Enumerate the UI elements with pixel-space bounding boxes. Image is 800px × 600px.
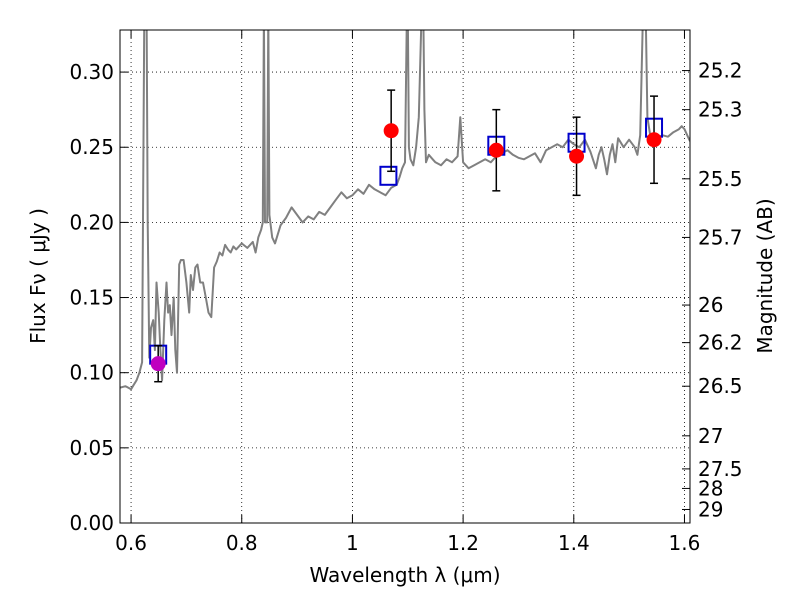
model-photometry-square (379, 165, 398, 186)
x-tick-label: 1 (346, 531, 359, 555)
x-tick-label: 1.6 (669, 531, 701, 555)
observed-point (383, 123, 399, 139)
right-axis-title: Magnitude (AB) (753, 198, 777, 353)
observed-point (150, 356, 166, 372)
series-group (120, 30, 690, 391)
y-axis-title: Flux Fν ( μJy ) (26, 208, 50, 344)
mag-tick-label: 28 (698, 476, 723, 500)
y-tick-label: 0.30 (69, 60, 114, 84)
x-tick-label: 1.2 (447, 531, 479, 555)
y-tick-label: 0.25 (69, 135, 114, 159)
y-tick-label: 0.05 (69, 436, 114, 460)
plot-area (120, 30, 690, 391)
observed-point (569, 148, 585, 164)
mag-tick-label: 27 (698, 424, 723, 448)
y-tick-label: 0.15 (69, 286, 114, 310)
mag-tick-label: 26.2 (698, 331, 743, 355)
x-tick-label: 1.4 (558, 531, 590, 555)
mag-tick-label: 25.5 (698, 167, 743, 191)
y-tick-label: 0.10 (69, 361, 114, 385)
mag-tick-label: 25.2 (698, 59, 743, 83)
y-tick-label: 0.20 (69, 210, 114, 234)
mag-tick-label: 27.5 (698, 457, 743, 481)
observed-point (488, 142, 504, 158)
plot-frame (119, 29, 691, 524)
mag-tick-label: 25.3 (698, 98, 743, 122)
x-tick-label: 0.6 (115, 531, 147, 555)
x-tick-label: 0.8 (226, 531, 258, 555)
mag-tick-label: 25.7 (698, 225, 743, 249)
mag-tick-label: 26.5 (698, 374, 743, 398)
y-tick-label: 0.00 (69, 511, 114, 535)
axis-ticks: 0.6 0.8 1 1.2 1.4 1.6 0.00 0.05 0.10 0.15 0.20 0.25… (69, 30, 743, 555)
mag-tick-label: 26 (698, 293, 723, 317)
observed-point (646, 132, 662, 148)
x-axis-title: Wavelength λ (μm) (309, 563, 500, 587)
mag-tick-label: 29 (698, 497, 723, 521)
spectrum-line (120, 30, 690, 391)
